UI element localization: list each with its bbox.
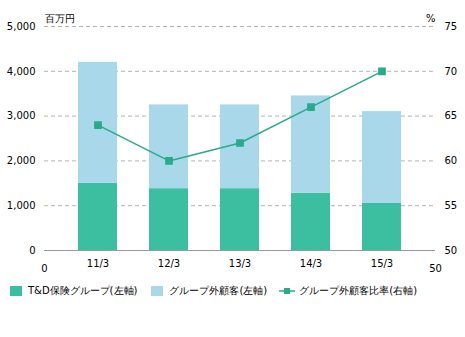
svg-text:1,000: 1,000 bbox=[7, 200, 36, 211]
svg-text:13/3: 13/3 bbox=[229, 258, 251, 269]
svg-text:5,000: 5,000 bbox=[7, 21, 36, 32]
svg-text:60: 60 bbox=[445, 155, 458, 166]
svg-text:4,000: 4,000 bbox=[7, 66, 36, 77]
svg-text:70: 70 bbox=[445, 66, 458, 77]
svg-text:15/3: 15/3 bbox=[371, 258, 393, 269]
html-text:グループ外顧客(左軸): グループ外顧客(左軸) bbox=[169, 285, 268, 296]
svg-text:0: 0 bbox=[41, 263, 47, 274]
svg-text:2,000: 2,000 bbox=[7, 155, 36, 166]
svg-text:65: 65 bbox=[445, 110, 458, 121]
html-text:グループ外顧客比率(右軸): グループ外顧客比率(右軸) bbox=[299, 285, 417, 296]
svg-text:%: % bbox=[426, 13, 436, 24]
svg-text:14/3: 14/3 bbox=[300, 258, 322, 269]
svg-text:0: 0 bbox=[29, 245, 35, 256]
svg-text:50: 50 bbox=[445, 245, 458, 256]
svg-text:55: 55 bbox=[445, 200, 458, 211]
svg-text:50: 50 bbox=[429, 263, 442, 274]
svg-text:11/3: 11/3 bbox=[87, 258, 109, 269]
svg-text:75: 75 bbox=[445, 21, 458, 32]
svg-text:百万円: 百万円 bbox=[45, 13, 75, 24]
html-text:T&D保険グループ(左軸): T&D保険グループ(左軸) bbox=[28, 285, 138, 296]
svg-text:12/3: 12/3 bbox=[158, 258, 180, 269]
svg-text:3,000: 3,000 bbox=[7, 110, 36, 121]
